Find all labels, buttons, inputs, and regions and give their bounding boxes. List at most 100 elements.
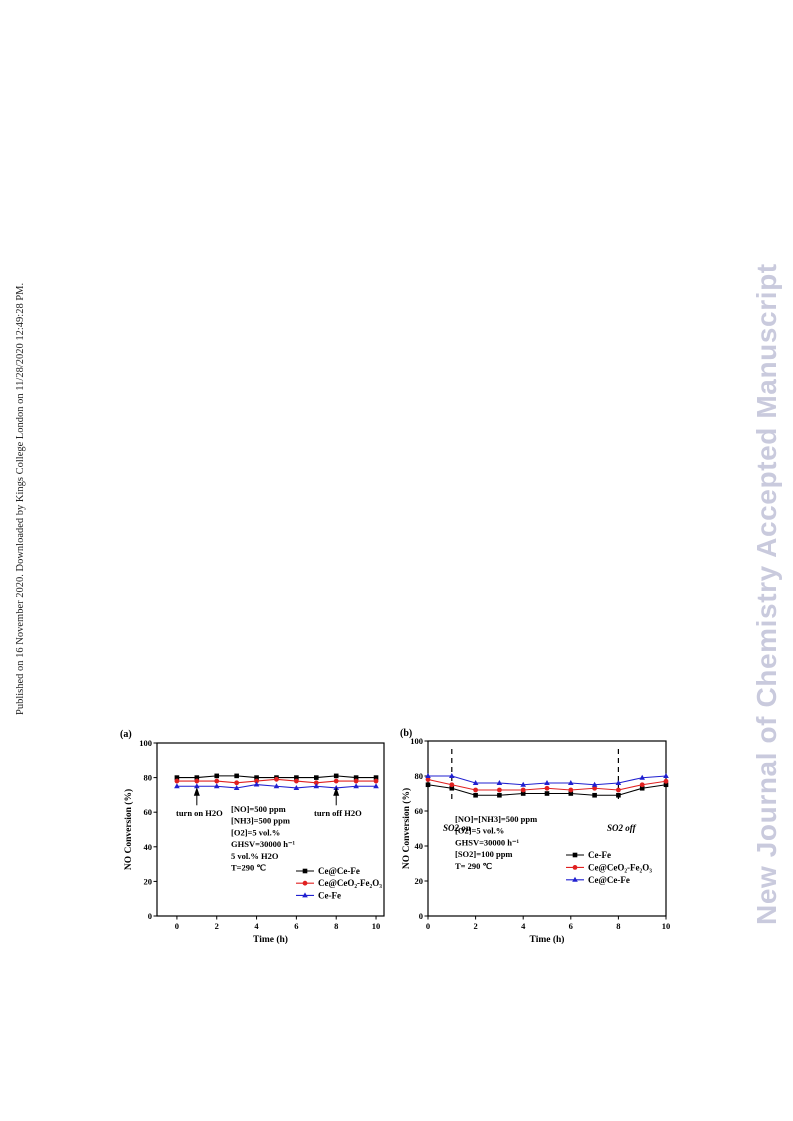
panel-a-x-tick-label: 8 (334, 921, 338, 931)
panel-b-data-point (663, 782, 669, 788)
panel-a-data-point (353, 783, 359, 789)
panel-b-legend-marker (572, 852, 578, 858)
panel-a-data-point (313, 775, 319, 780)
panel-b-data-point (425, 777, 431, 782)
panel-b-y-tick-label: 80 (415, 771, 424, 781)
panel-b-data-point (473, 787, 478, 793)
panel-b-data-point (639, 774, 645, 780)
panel-b-y-tick-label: 100 (410, 736, 423, 746)
panel-b-data-point (616, 792, 621, 798)
panel-b-condition-text: [NO]=[NH3]=500 ppm (455, 814, 537, 824)
panel-a-data-point (234, 780, 240, 786)
panel-a-data-point (293, 778, 299, 784)
panel-b-x-tick-label: 2 (473, 921, 477, 931)
panel-b-annotation: SO2 on (443, 823, 471, 833)
panel-a-condition-text: T=290 ℃ (231, 863, 266, 873)
panel-b-data-point (449, 773, 455, 778)
panel-a-y-axis-label: NO Conversion (%) (123, 789, 134, 870)
panel-b-y-tick-label: 0 (419, 911, 423, 921)
panel-a-x-tick-label: 10 (372, 921, 381, 931)
panel-a-data-point (373, 778, 379, 784)
panel-a-arrow-head (333, 787, 340, 796)
panel-a-data-point (194, 778, 200, 784)
panel-a-y-tick-label: 80 (144, 773, 153, 783)
panel-b-data-point (472, 780, 479, 785)
panel-a-legend-marker (302, 892, 308, 898)
panel-a-data-point (294, 775, 299, 780)
panel-b-y-tick-label: 60 (415, 806, 424, 816)
panel-b-data-point (449, 782, 455, 788)
panel-a-x-tick-label: 0 (175, 921, 179, 931)
panel-a-data-point (313, 780, 319, 786)
panel-a-data-point (373, 783, 379, 789)
panel-b-condition-text: [O2]=5 vol.% (455, 826, 504, 836)
panel-a-data-point (194, 783, 200, 789)
panel-a-data-point (174, 783, 180, 789)
panel-a-label: (a) (120, 729, 132, 740)
panel-b-legend-marker (572, 876, 578, 882)
panel-b-data-point (544, 780, 550, 785)
panel-a-data-point (234, 773, 239, 779)
panel-b-data-point (568, 787, 574, 793)
panel-a-y-tick-label: 100 (139, 738, 152, 748)
panel-a-data-point (254, 775, 259, 780)
panel-a-data-point (293, 784, 300, 790)
panel-b-x-tick-label: 6 (569, 921, 573, 931)
panel-b-data-point (615, 780, 622, 785)
panel-b-condition-text: [SO2]=100 ppm (455, 849, 513, 859)
panel-a-data-point (253, 781, 260, 787)
panel-a-y-tick-label: 20 (144, 876, 153, 886)
panel-a-annotation: turn on H2O (176, 808, 223, 818)
panel-b-data-point (497, 787, 502, 793)
panel-b-data-point (592, 785, 597, 791)
panel-b-x-tick-label: 8 (616, 921, 620, 931)
panel-b-data-point (639, 782, 645, 788)
panel-b-data-point (449, 785, 455, 791)
panel-b-data-point (592, 792, 597, 798)
panel-b-data-point (425, 782, 431, 788)
panel-a-data-point (353, 775, 359, 780)
panel-a-data-point (214, 778, 220, 784)
panel-b-x-axis-label: Time (h) (530, 934, 565, 945)
panel-a-y-tick-label: 60 (144, 807, 153, 817)
panel-b-data-point (544, 791, 550, 796)
panel-b-label: (b) (400, 728, 412, 739)
panel-b-data-point (520, 791, 526, 796)
panel-b-x-tick-label: 10 (662, 921, 671, 931)
panel-a-x-axis-label: Time (h) (253, 934, 288, 945)
panel-b-x-tick-label: 0 (426, 921, 430, 931)
panel-b-legend-entry: Ce@CeO₂-Fe₂O₃ (588, 862, 652, 872)
panel-a-data-point (233, 784, 240, 790)
panel-b-legend-entry: Ce-Fe (588, 850, 611, 860)
panel-a-x-tick-label: 4 (254, 921, 259, 931)
panel-b-data-point (520, 781, 526, 787)
panel-b-data-point (568, 791, 574, 796)
panel-a-condition-text: [O2]=5 vol.% (231, 827, 280, 837)
panel-b-data-point (663, 778, 669, 784)
panel-a-data-point (213, 783, 220, 789)
panel-b-data-point (591, 781, 598, 787)
panel-b-legend-marker (572, 865, 578, 870)
panel-a-condition-text: 5 vol.% H2O (231, 851, 279, 861)
panel-b-data-point (663, 773, 669, 778)
panel-a-axes-frame (156, 742, 385, 917)
panel-a-legend-marker (302, 868, 308, 874)
panel-a-y-tick-label: 0 (148, 911, 152, 921)
panel-b-condition-text: T= 290 ℃ (455, 861, 493, 871)
panel-a-data-point (273, 783, 280, 789)
panel-a-condition-text: [NO]=500 ppm (231, 804, 286, 814)
panel-b-data-point (496, 780, 503, 785)
panel-a-legend-entry: Ce-Fe (318, 890, 341, 900)
panel-b-x-tick-label: 4 (521, 921, 526, 931)
panel-b-data-point (520, 787, 526, 793)
panel-a-condition-text: GHSV=30000 h⁻¹ (231, 839, 296, 849)
panel-b-data-point (544, 785, 550, 791)
panel-b-y-tick-label: 40 (415, 841, 424, 851)
panel-b-annotation: SO2 off (607, 823, 637, 833)
panel-b-axes-frame (427, 740, 667, 917)
panel-a-data-point (174, 778, 180, 784)
panel-a-legend-marker (302, 880, 308, 886)
panel-a-x-tick-label: 2 (215, 921, 219, 931)
panel-b-data-point (639, 785, 645, 791)
